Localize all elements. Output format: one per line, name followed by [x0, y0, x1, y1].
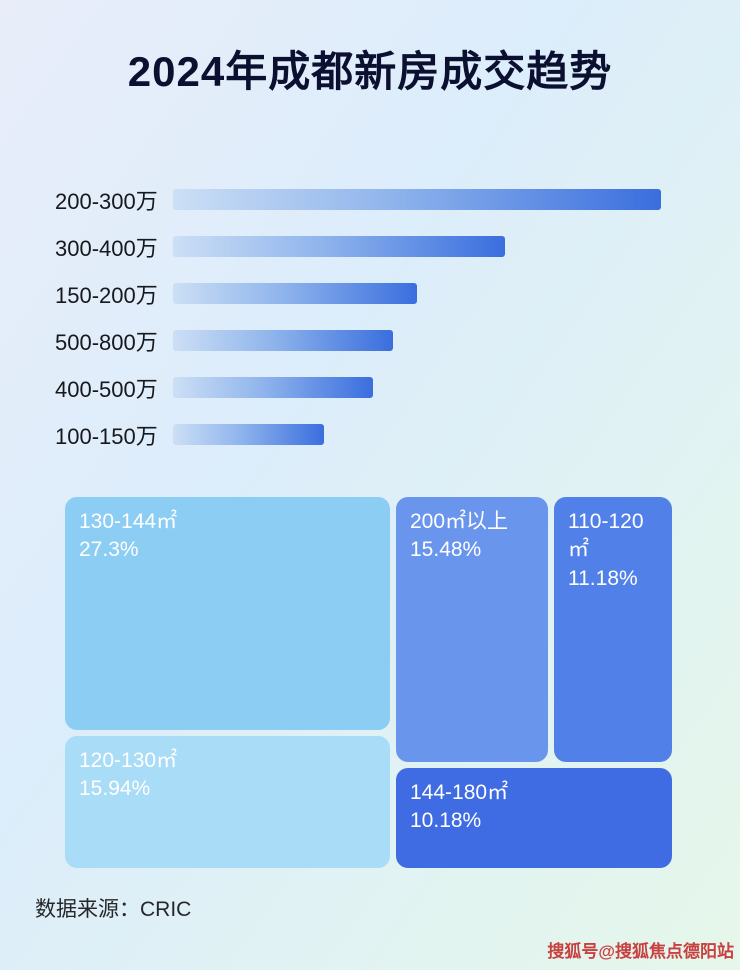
treemap-block-value: 27.3%: [79, 538, 139, 562]
treemap-block: 130-144㎡ 27.3%: [65, 497, 390, 730]
bar: [173, 189, 661, 210]
bar: [173, 330, 393, 351]
bar: [173, 424, 325, 445]
treemap-block-label: 130-144㎡: [79, 510, 178, 533]
treemap-block-value: 11.18%: [568, 566, 638, 590]
bar-track: [173, 424, 661, 445]
bar-track: [173, 330, 661, 351]
treemap-block-label: 144-180㎡: [410, 781, 509, 804]
treemap-block-value: 15.48%: [410, 538, 482, 562]
treemap-block-value: 15.94%: [79, 777, 151, 801]
bar-row: 500-800万: [55, 317, 695, 364]
treemap-block: 144-180㎡ 10.18%: [396, 768, 672, 868]
bar: [173, 283, 417, 304]
bar-category-label: 500-800万: [55, 329, 158, 355]
bar-track: [173, 236, 661, 257]
treemap-block-label: 200㎡以上: [410, 510, 509, 533]
bar: [173, 377, 374, 398]
bar-row: 200-300万: [55, 176, 695, 223]
treemap-block-value: 10.18%: [410, 809, 482, 833]
watermark: 搜狐号@搜狐焦点德阳站: [547, 942, 734, 961]
page-title: 2024年成都新房成交趋势: [127, 48, 613, 95]
bar-track: [173, 189, 661, 210]
treemap-block: 110-120㎡ 11.18%: [554, 497, 672, 762]
bar-category-label: 150-200万: [55, 282, 158, 308]
bar: [173, 236, 505, 257]
bar-category-label: 300-400万: [55, 235, 158, 261]
bar-row: 400-500万: [55, 364, 695, 411]
treemap-block: 120-130㎡ 15.94%: [65, 736, 390, 868]
bar-track: [173, 377, 661, 398]
bar-track: [173, 283, 661, 304]
bar-row: 150-200万: [55, 270, 695, 317]
bar-category-label: 200-300万: [55, 188, 158, 214]
treemap-block-label: 110-120㎡: [568, 510, 644, 562]
bar-row: 300-400万: [55, 223, 695, 270]
bar-category-label: 100-150万: [55, 423, 158, 449]
treemap-block-label: 120-130㎡: [79, 749, 178, 772]
data-source-label: 数据来源：CRIC: [35, 898, 192, 921]
bar-row: 100-150万: [55, 411, 695, 458]
price-band-bar-chart: 200-300万 300-400万 150-200万 500-800万 400-500万…: [55, 176, 695, 458]
unit-area-treemap: 130-144㎡ 27.3% 120-130㎡ 15.94% 200㎡以上 15.48% 1…: [65, 497, 672, 868]
bar-category-label: 400-500万: [55, 376, 158, 402]
treemap-block: 200㎡以上 15.48%: [396, 497, 548, 762]
